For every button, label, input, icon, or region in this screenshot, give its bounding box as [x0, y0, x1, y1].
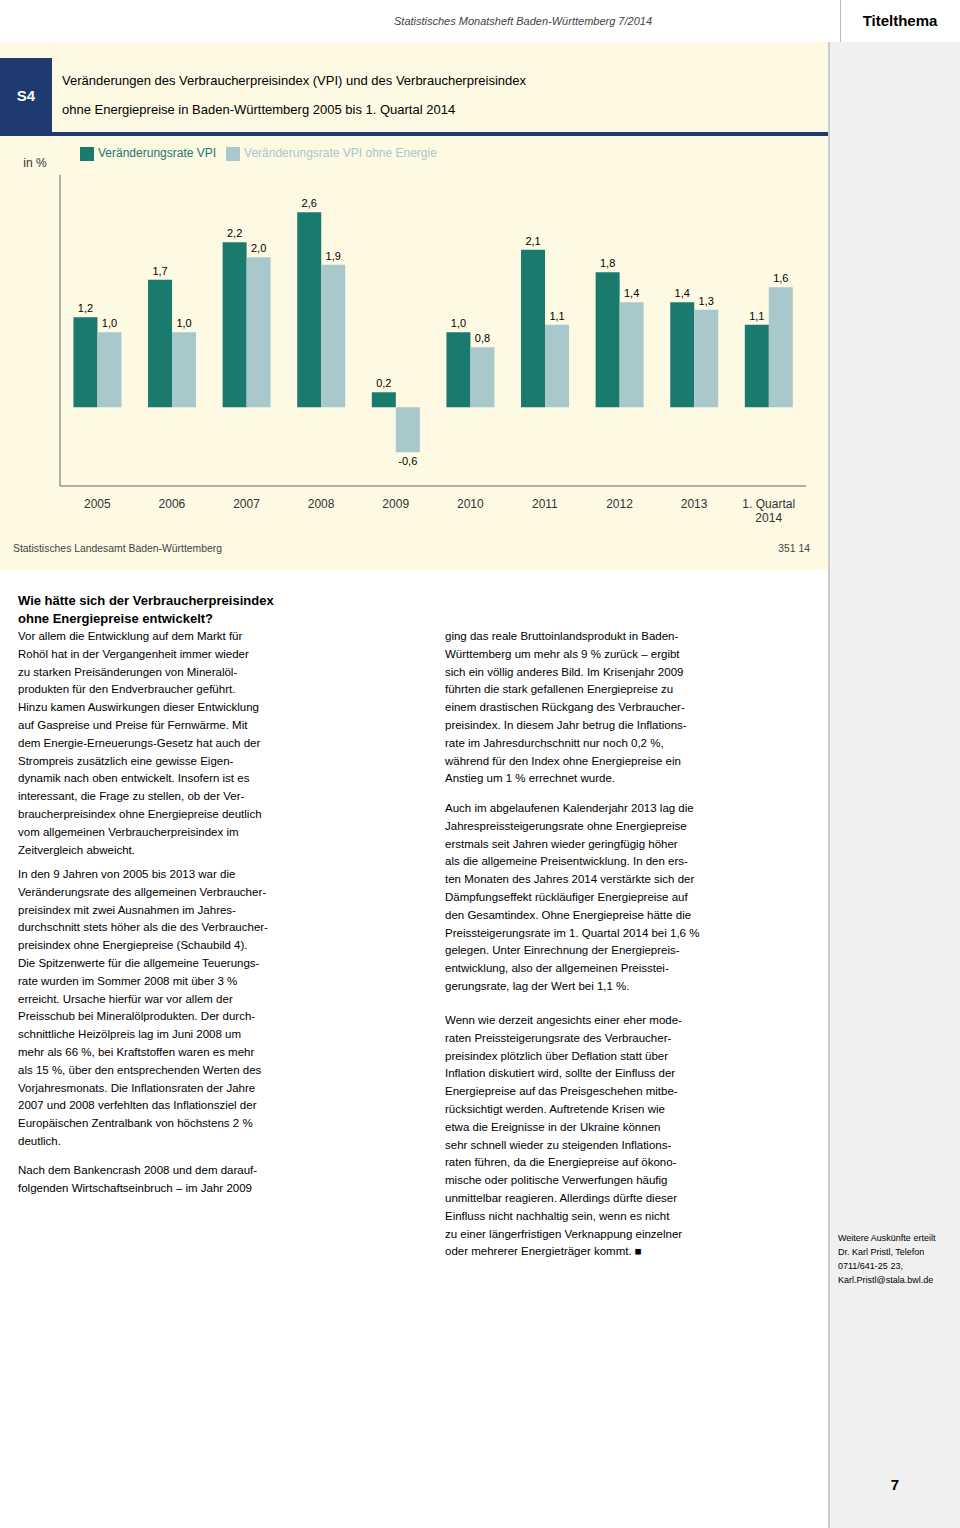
svg-text:0,2: 0,2 [376, 377, 391, 389]
svg-text:1,4: 1,4 [675, 287, 690, 299]
html-text:Auch im abgelaufenen Kalenderj: Auch im abgelaufenen Kalenderjahr 2013 l… [445, 802, 700, 992]
html-text:Wie hätte sich der Verbraucher: Wie hätte sich der Verbraucherpreisindex… [18, 593, 274, 626]
svg-text:1. Quartal2014: 1. Quartal2014 [742, 497, 795, 525]
html-text:Wenn wie derzeit angesichts ei: Wenn wie derzeit angesichts einer eher m… [445, 1014, 683, 1258]
html-text:Veränderungen des Verbraucherp: Veränderungen des Verbraucherpreisindex … [62, 73, 526, 117]
svg-text:2010: 2010 [457, 497, 484, 511]
svg-text:2,2: 2,2 [227, 227, 242, 239]
svg-text:2013: 2013 [681, 497, 708, 511]
html-text:Statistisches Landesamt Baden-: Statistisches Landesamt Baden-Württember… [13, 543, 223, 554]
svg-text:0,8: 0,8 [475, 332, 490, 344]
svg-text:1,6: 1,6 [773, 272, 788, 284]
svg-text:1,8: 1,8 [600, 257, 615, 269]
html-text:Statistisches Monatsheft Baden: Statistisches Monatsheft Baden-Württembe… [394, 15, 652, 27]
html-text:Veränderungsrate VPI ohne Ener: Veränderungsrate VPI ohne Energie [244, 146, 437, 160]
svg-text:1,7: 1,7 [152, 265, 167, 277]
html-text:Veränderungsrate VPI: Veränderungsrate VPI [98, 146, 217, 160]
html-text:Weitere Auskünfte erteilt Dr.: Weitere Auskünfte erteilt Dr. Karl Prist… [838, 1233, 936, 1285]
svg-text:1,0: 1,0 [176, 317, 191, 329]
html-text:ging das reale Bruttoinlandspr: ging das reale Bruttoinlandsprodukt in B… [445, 630, 687, 785]
svg-text:2012: 2012 [606, 497, 633, 511]
svg-text:1,3: 1,3 [699, 295, 714, 307]
svg-text:2005: 2005 [84, 497, 111, 511]
svg-text:2009: 2009 [382, 497, 409, 511]
html-text:Nach dem Bankencrash 2008 und: Nach dem Bankencrash 2008 und dem darauf… [18, 1164, 258, 1194]
html-text:In den 9 Jahren von 2005 bis 2: In den 9 Jahren von 2005 bis 2013 war di… [18, 868, 268, 1147]
svg-text:-0,6: -0,6 [398, 455, 417, 467]
svg-text:2,6: 2,6 [302, 197, 317, 209]
svg-text:2008: 2008 [308, 497, 335, 511]
svg-text:2006: 2006 [159, 497, 186, 511]
svg-text:1,0: 1,0 [451, 317, 466, 329]
html-text:351 14: 351 14 [778, 543, 810, 554]
html-text:S4: S4 [16, 86, 36, 104]
svg-text:2007: 2007 [233, 497, 260, 511]
svg-text:1,0: 1,0 [102, 317, 117, 329]
html-text:Vor allem die Entwicklung auf: Vor allem die Entwicklung auf dem Markt … [18, 630, 262, 856]
html-text:Titelthema: Titelthema [862, 12, 938, 29]
svg-text:1,1: 1,1 [549, 310, 564, 322]
svg-text:in %: in % [23, 156, 47, 170]
html-text:7: 7 [890, 1476, 900, 1493]
svg-text:2011: 2011 [532, 497, 558, 511]
svg-text:2,1: 2,1 [525, 235, 540, 247]
svg-text:2,0: 2,0 [251, 242, 266, 254]
svg-text:1,9: 1,9 [326, 250, 341, 262]
svg-text:1,1: 1,1 [749, 310, 764, 322]
svg-text:1,4: 1,4 [624, 287, 639, 299]
svg-text:1,2: 1,2 [78, 302, 93, 314]
